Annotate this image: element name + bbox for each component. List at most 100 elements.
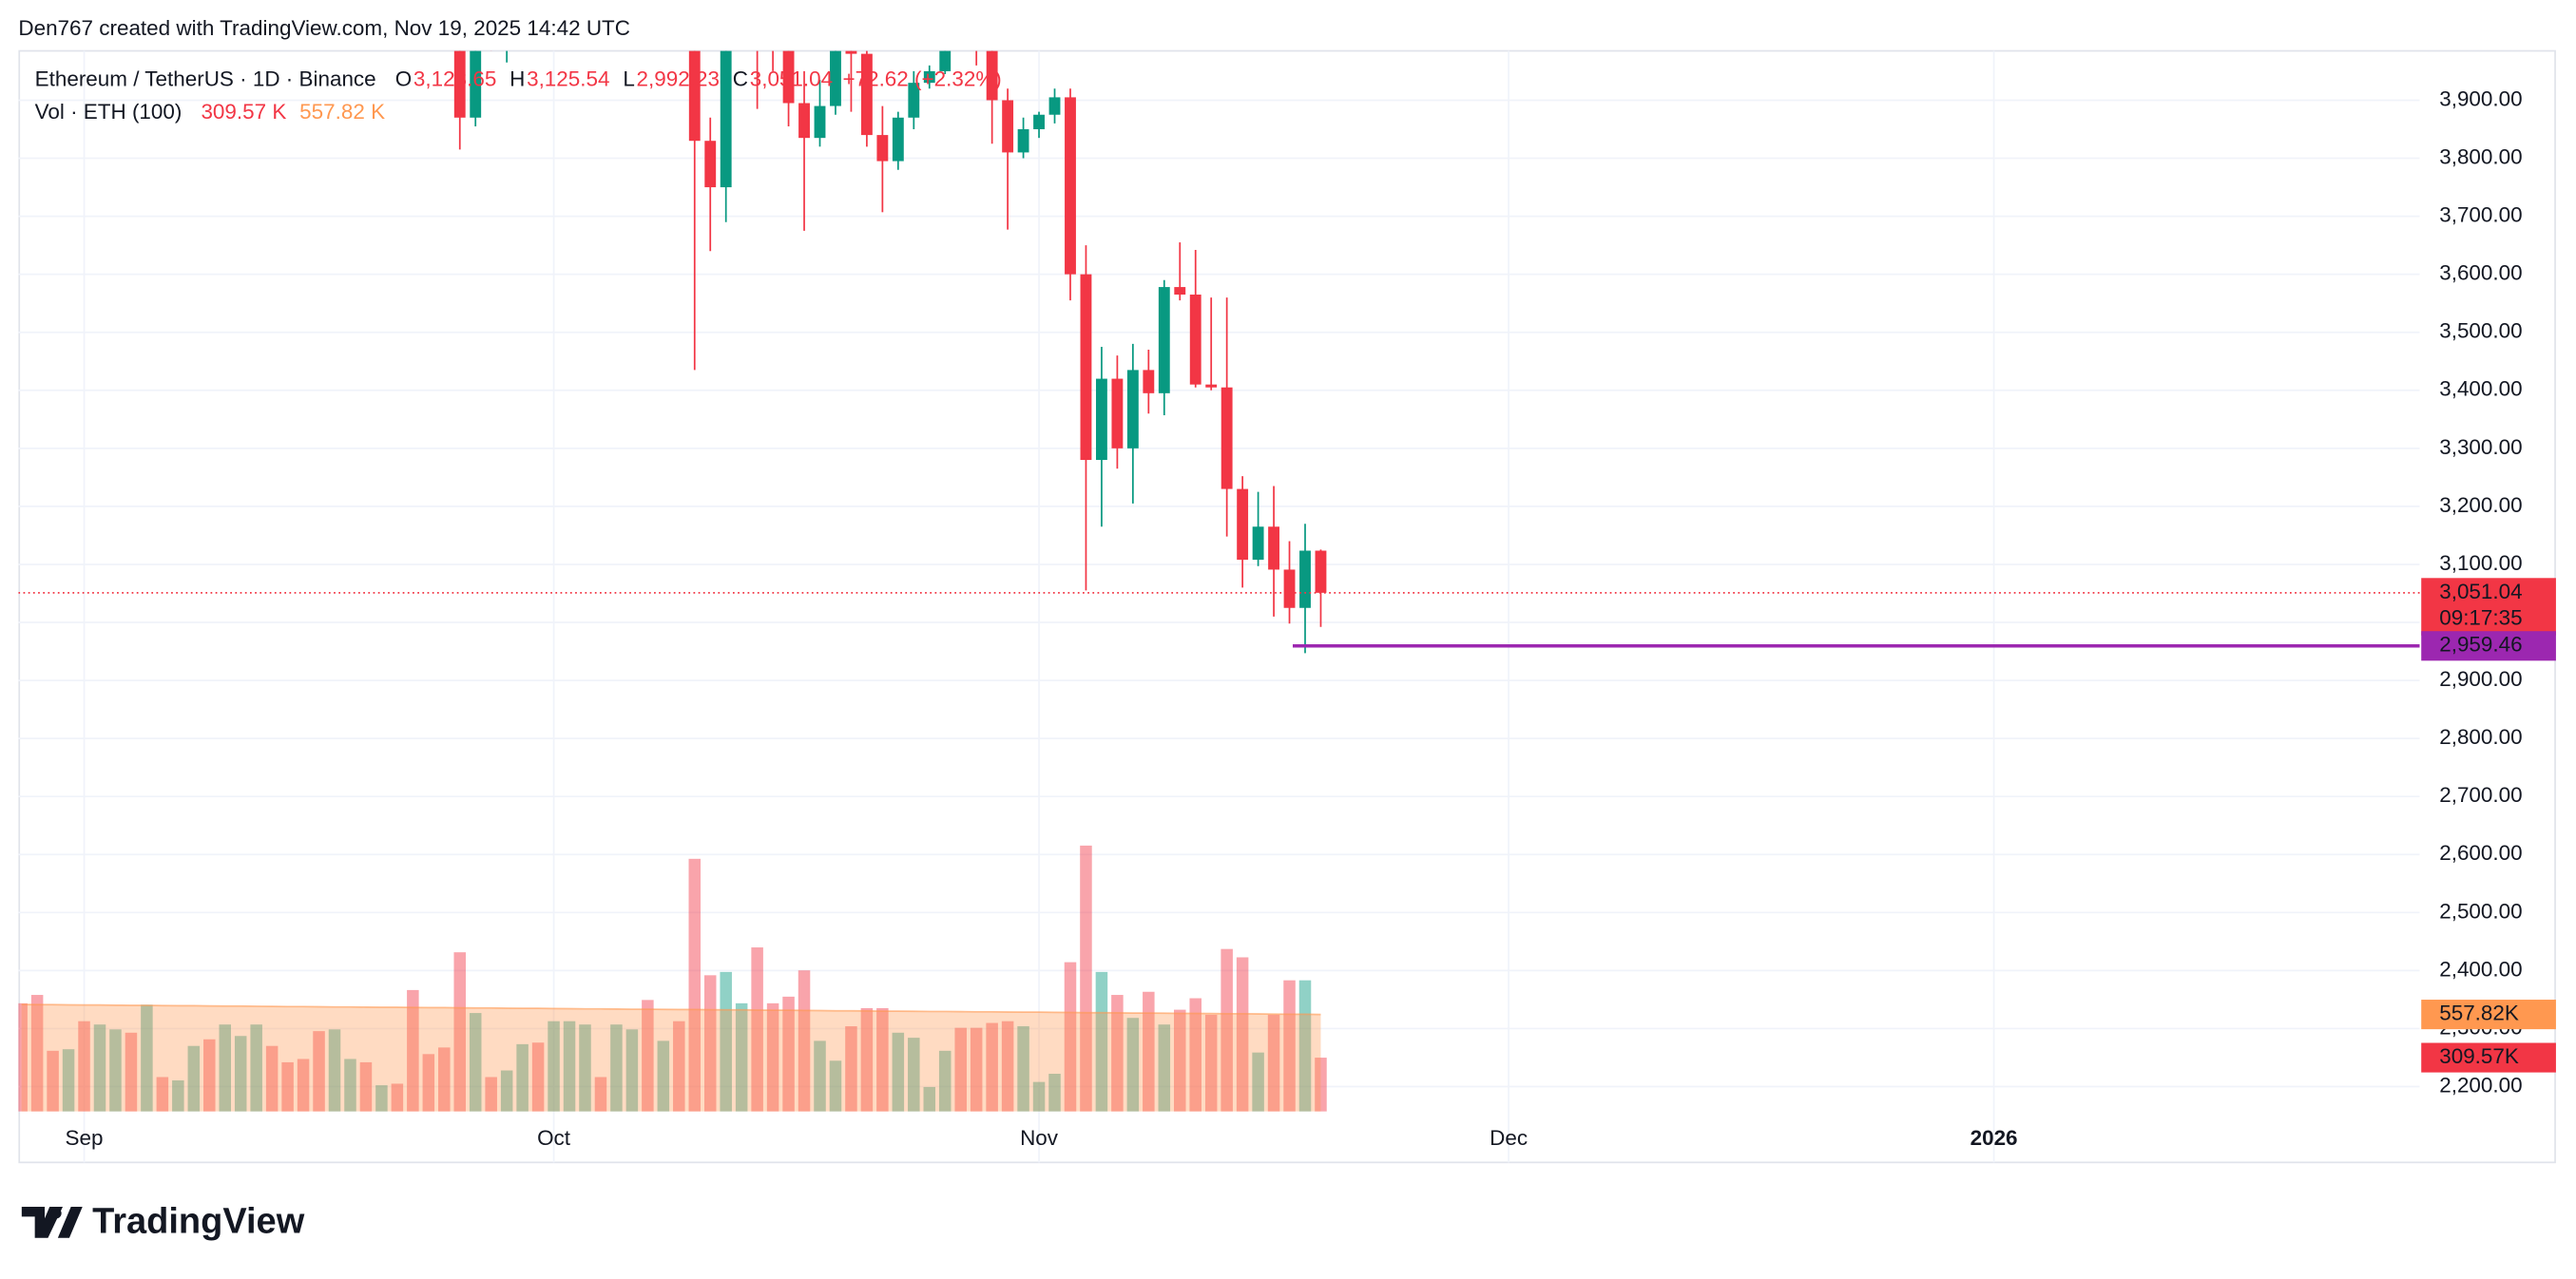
- volume-bar: [751, 947, 763, 1112]
- volume-bar: [234, 1036, 247, 1112]
- y-tick-label: 2,200.00: [2439, 1073, 2522, 1097]
- volume-bar: [594, 1077, 607, 1112]
- plot-area: [18, 50, 2420, 1112]
- candle-body: [1065, 97, 1076, 275]
- candle-body: [1033, 114, 1045, 129]
- volume-bar: [642, 1000, 654, 1112]
- volume-bar: [1236, 957, 1249, 1112]
- volume-bar: [1017, 1026, 1029, 1112]
- volume-bar: [970, 1027, 983, 1112]
- legend-title: Ethereum / TetherUS · 1D · Binance: [35, 67, 376, 91]
- candle-body: [845, 50, 857, 54]
- candle-body: [1299, 550, 1311, 608]
- volume-tag: [2421, 1000, 2556, 1030]
- volume-bar: [281, 1061, 294, 1112]
- y-tick-label: 2,500.00: [2439, 899, 2522, 923]
- candle-body: [860, 53, 873, 136]
- volume-bar: [688, 858, 702, 1112]
- candle-body: [470, 50, 482, 118]
- candle-body: [1221, 387, 1233, 489]
- volume-bar: [1174, 1009, 1186, 1112]
- hline-label: 2,959.46: [2439, 633, 2522, 657]
- candle-body: [1315, 550, 1327, 593]
- volume-bar: [954, 1027, 967, 1112]
- volume-bar: [782, 996, 795, 1112]
- candle-body: [1268, 526, 1279, 570]
- legend-key: O: [395, 67, 412, 91]
- volume-bar: [1064, 962, 1077, 1112]
- volume-bar: [938, 1050, 952, 1112]
- volume-bar: [328, 1029, 341, 1112]
- y-tick-label: 3,800.00: [2439, 144, 2522, 168]
- volume-bar: [500, 1070, 513, 1112]
- volume-legend-value: 557.82 K: [299, 100, 385, 124]
- legend-value: 3,125.54: [527, 67, 609, 91]
- volume-bar: [892, 1032, 905, 1112]
- volume-bar: [798, 970, 811, 1112]
- candle-body: [923, 70, 935, 84]
- logo-mark-2: [57, 1206, 83, 1238]
- candle-body: [782, 50, 795, 104]
- volume-bar: [438, 1047, 451, 1112]
- volume-bar: [1048, 1074, 1061, 1112]
- y-tick-label: 3,300.00: [2439, 435, 2522, 459]
- volume-bar: [18, 1002, 28, 1112]
- volume-bar: [250, 1024, 262, 1112]
- volume-bar: [766, 1002, 779, 1112]
- volume-tag-label: 557.82K: [2439, 1002, 2519, 1025]
- volume-bar: [453, 952, 467, 1112]
- candle-body: [1283, 569, 1296, 608]
- y-tick-label: 3,400.00: [2439, 377, 2522, 401]
- volume-bar: [203, 1039, 216, 1112]
- volume-bar: [125, 1032, 138, 1112]
- legend-change: +72.62 (+2.32%): [842, 67, 1001, 91]
- legend-key: H: [509, 67, 525, 91]
- legend-key: C: [733, 67, 748, 91]
- volume-bar: [986, 1022, 998, 1112]
- candle-body: [688, 50, 701, 142]
- y-tick-label: 3,200.00: [2439, 493, 2522, 517]
- volume-bar: [1315, 1058, 1327, 1112]
- y-tick-label: 3,500.00: [2439, 319, 2522, 343]
- volume-bar: [1080, 845, 1092, 1112]
- volume-bar: [219, 1024, 231, 1112]
- candle-body: [876, 135, 889, 162]
- legend-key: L: [623, 67, 635, 91]
- x-tick-label: Oct: [537, 1126, 571, 1150]
- legend-value: 2,992.23: [637, 67, 720, 91]
- candle-body: [1111, 378, 1124, 449]
- volume-legend-value: 309.57 K: [201, 100, 286, 124]
- candle-body: [453, 50, 466, 118]
- last-price-tag: [2421, 578, 2556, 636]
- y-tick-label: 2,800.00: [2439, 725, 2522, 749]
- legend-value: 3,123.65: [413, 67, 496, 91]
- volume-bar: [407, 989, 419, 1112]
- candle-body: [1048, 97, 1061, 115]
- legend-line: Ethereum / TetherUS · 1D · Binance O 3,12…: [35, 67, 1002, 91]
- candle-body: [986, 50, 998, 101]
- volume-bar: [1204, 1014, 1218, 1112]
- volume-bar: [876, 1007, 889, 1112]
- candle-body: [1174, 287, 1186, 296]
- candle-body: [1252, 526, 1264, 561]
- candle-body: [1017, 128, 1029, 153]
- candle-body: [830, 50, 841, 106]
- volume-bar: [1189, 998, 1201, 1112]
- candle-body: [1126, 370, 1139, 449]
- grid: [18, 50, 2420, 1163]
- volume-bar: [531, 1042, 545, 1112]
- volume-bar: [1032, 1081, 1046, 1112]
- candle-body: [1237, 488, 1249, 561]
- volume-bar: [829, 1060, 842, 1112]
- axes: 2,200.002,300.002,400.002,500.002,600.00…: [66, 86, 2523, 1150]
- volume-bar: [657, 1040, 670, 1112]
- volume-bar: [1252, 1052, 1264, 1112]
- volume-ma-line: [21, 1003, 1321, 1016]
- volume-bar: [908, 1038, 920, 1112]
- x-tick-label: 2026: [1970, 1126, 2018, 1150]
- volume-bar: [720, 971, 732, 1112]
- volume-bar: [313, 1031, 325, 1112]
- volume-bar: [1143, 991, 1155, 1112]
- volume-bar: [860, 1007, 874, 1112]
- volume-bar: [469, 1013, 482, 1112]
